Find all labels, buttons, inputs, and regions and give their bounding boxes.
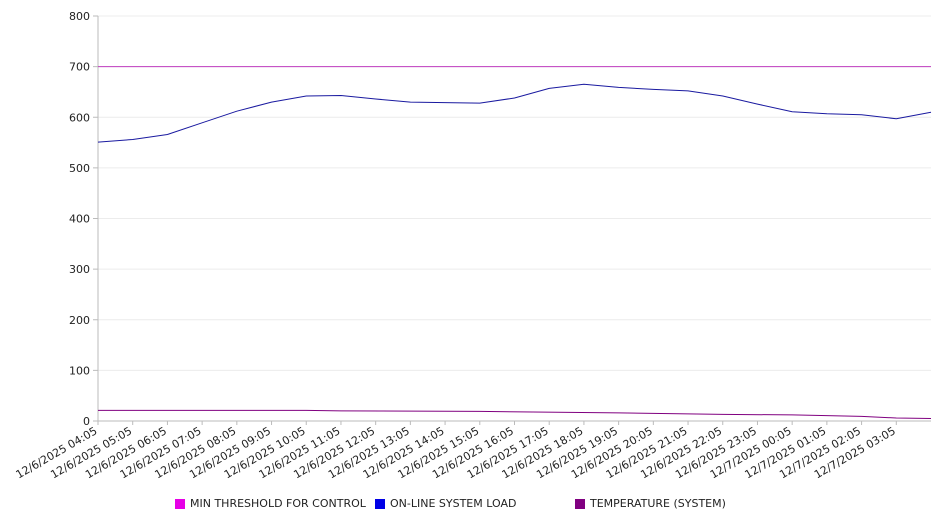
series-lines	[97, 66, 932, 419]
y-tick-label: 700	[69, 61, 90, 74]
legend-item-system-load: ON-LINE SYSTEM LOAD	[375, 497, 516, 510]
y-tick-label: 200	[69, 314, 90, 327]
legend-label-min-threshold: MIN THRESHOLD FOR CONTROL	[190, 497, 366, 510]
legend-swatch-temperature	[575, 498, 585, 509]
legend-swatch-min-threshold	[175, 498, 185, 509]
y-tick-label: 600	[69, 111, 90, 124]
chart-legend: MIN THRESHOLD FOR CONTROL ON-LINE SYSTEM…	[0, 497, 946, 515]
legend-item-temperature: TEMPERATURE (SYSTEM)	[575, 497, 726, 510]
series-line-system-load	[97, 83, 932, 143]
series-line-temperature	[98, 409, 932, 419]
y-tick-label: 300	[69, 263, 90, 276]
legend-label-temperature: TEMPERATURE (SYSTEM)	[590, 497, 726, 510]
legend-label-system-load: ON-LINE SYSTEM LOAD	[390, 497, 517, 510]
legend-swatch-system-load	[375, 498, 385, 509]
y-tick-label: 800	[69, 10, 90, 23]
y-tick-label: 100	[69, 364, 90, 377]
legend-item-min-threshold: MIN THRESHOLD FOR CONTROL	[175, 497, 366, 510]
gridlines	[98, 15, 931, 371]
y-tick-label: 400	[69, 213, 90, 226]
y-tick-label: 0	[83, 415, 90, 428]
y-tick-label: 500	[69, 162, 90, 175]
y-axis-ticks: 0 100 200 300 400 500 600 700 800	[69, 10, 98, 428]
